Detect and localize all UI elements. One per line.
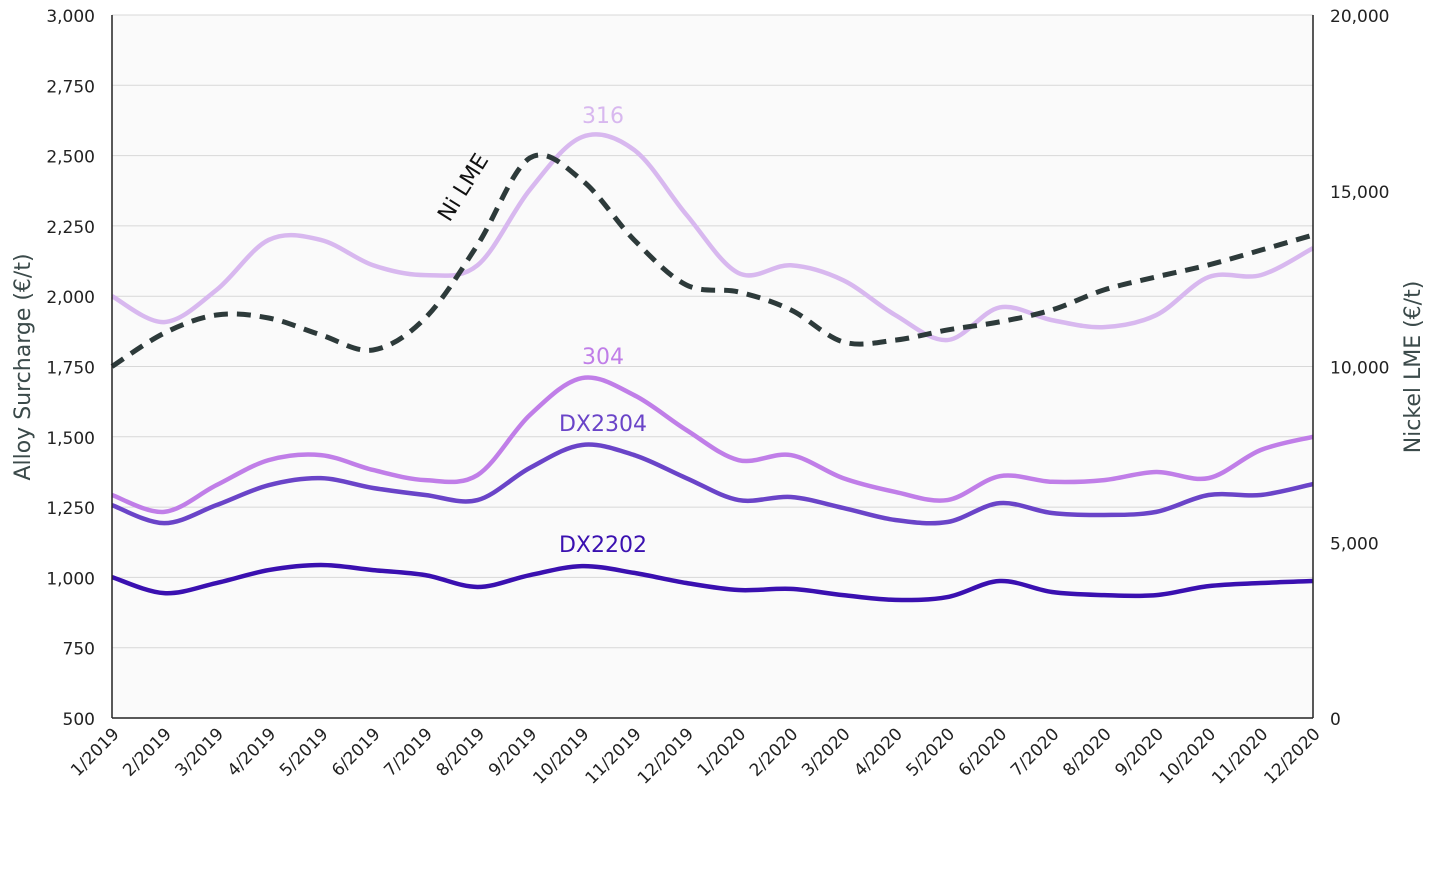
y2-tick-label: 0 xyxy=(1330,710,1341,730)
x-tick-label: 2/2020 xyxy=(746,724,802,780)
x-tick-label: 8/2019 xyxy=(433,724,489,780)
y2-tick-label: 20,000 xyxy=(1330,7,1389,27)
series-label: DX2304 xyxy=(559,412,647,437)
y-tick-label: 1,250 xyxy=(46,499,95,519)
y2-tick-label: 5,000 xyxy=(1330,534,1379,554)
x-tick-label: 10/2019 xyxy=(529,724,593,788)
series-label: 316 xyxy=(582,104,624,129)
y-tick-label: 1,750 xyxy=(46,359,95,379)
series-lines xyxy=(110,132,1315,603)
x-tick-label: 12/2019 xyxy=(634,724,698,788)
x-tick-label: 6/2019 xyxy=(328,724,384,780)
y-tick-label: 750 xyxy=(63,640,95,660)
y-tick-label: 3,000 xyxy=(46,7,95,27)
x-tick-label: 3/2020 xyxy=(798,724,854,780)
y-tick-label: 500 xyxy=(63,710,95,730)
x-tick-labels: 1/20192/20193/20194/20195/20196/20197/20… xyxy=(67,724,1324,788)
x-tick-label: 5/2020 xyxy=(903,724,959,780)
y2-tick-label: 10,000 xyxy=(1330,359,1389,379)
x-tick-label: 10/2020 xyxy=(1156,724,1220,788)
x-tick-label: 8/2020 xyxy=(1059,724,1115,780)
right-tick-labels: 0 5,000 10,000 15,000 20,000 xyxy=(1330,7,1389,730)
gridlines xyxy=(112,14,1313,719)
x-tick-label: 1/2020 xyxy=(694,724,750,780)
y-axis-label: Alloy Surcharge (€/t) xyxy=(11,253,36,480)
series-line-304 xyxy=(111,375,1314,515)
y-tick-label: 1,500 xyxy=(46,429,95,449)
series-line-dx2202 xyxy=(111,562,1314,603)
y-tick-label: 2,250 xyxy=(46,218,95,238)
series-line-ni-lme xyxy=(110,152,1314,369)
x-tick-label: 3/2019 xyxy=(172,724,228,780)
x-tick-label: 4/2020 xyxy=(850,724,906,780)
y2-tick-label: 15,000 xyxy=(1330,183,1389,203)
series-label: DX2202 xyxy=(559,533,647,558)
x-tick-label: 6/2020 xyxy=(955,724,1011,780)
series-line-316 xyxy=(110,132,1315,343)
x-tick-label: 11/2019 xyxy=(582,724,646,788)
x-tick-label: 12/2020 xyxy=(1260,724,1324,788)
x-tick-label: 11/2020 xyxy=(1208,724,1272,788)
x-tick-label: 4/2019 xyxy=(224,724,280,780)
x-tick-label: 7/2019 xyxy=(380,724,436,780)
series-label: 304 xyxy=(582,345,624,370)
y-tick-label: 2,750 xyxy=(46,77,95,97)
x-tick-label: 2/2019 xyxy=(119,724,175,780)
left-tick-labels: 500 750 1,000 1,250 1,500 1,750 2,000 2,250 2,50… xyxy=(46,7,95,730)
x-tick-label: 5/2019 xyxy=(276,724,332,780)
series-line-dx2304 xyxy=(111,442,1314,526)
y-tick-label: 2,500 xyxy=(46,148,95,168)
y-tick-label: 2,000 xyxy=(46,288,95,308)
x-tick-label: 1/2019 xyxy=(67,724,123,780)
x-tick-label: 7/2020 xyxy=(1007,724,1063,780)
y-tick-label: 1,000 xyxy=(46,569,95,589)
y2-axis-label: Nickel LME (€/t) xyxy=(1401,281,1426,454)
